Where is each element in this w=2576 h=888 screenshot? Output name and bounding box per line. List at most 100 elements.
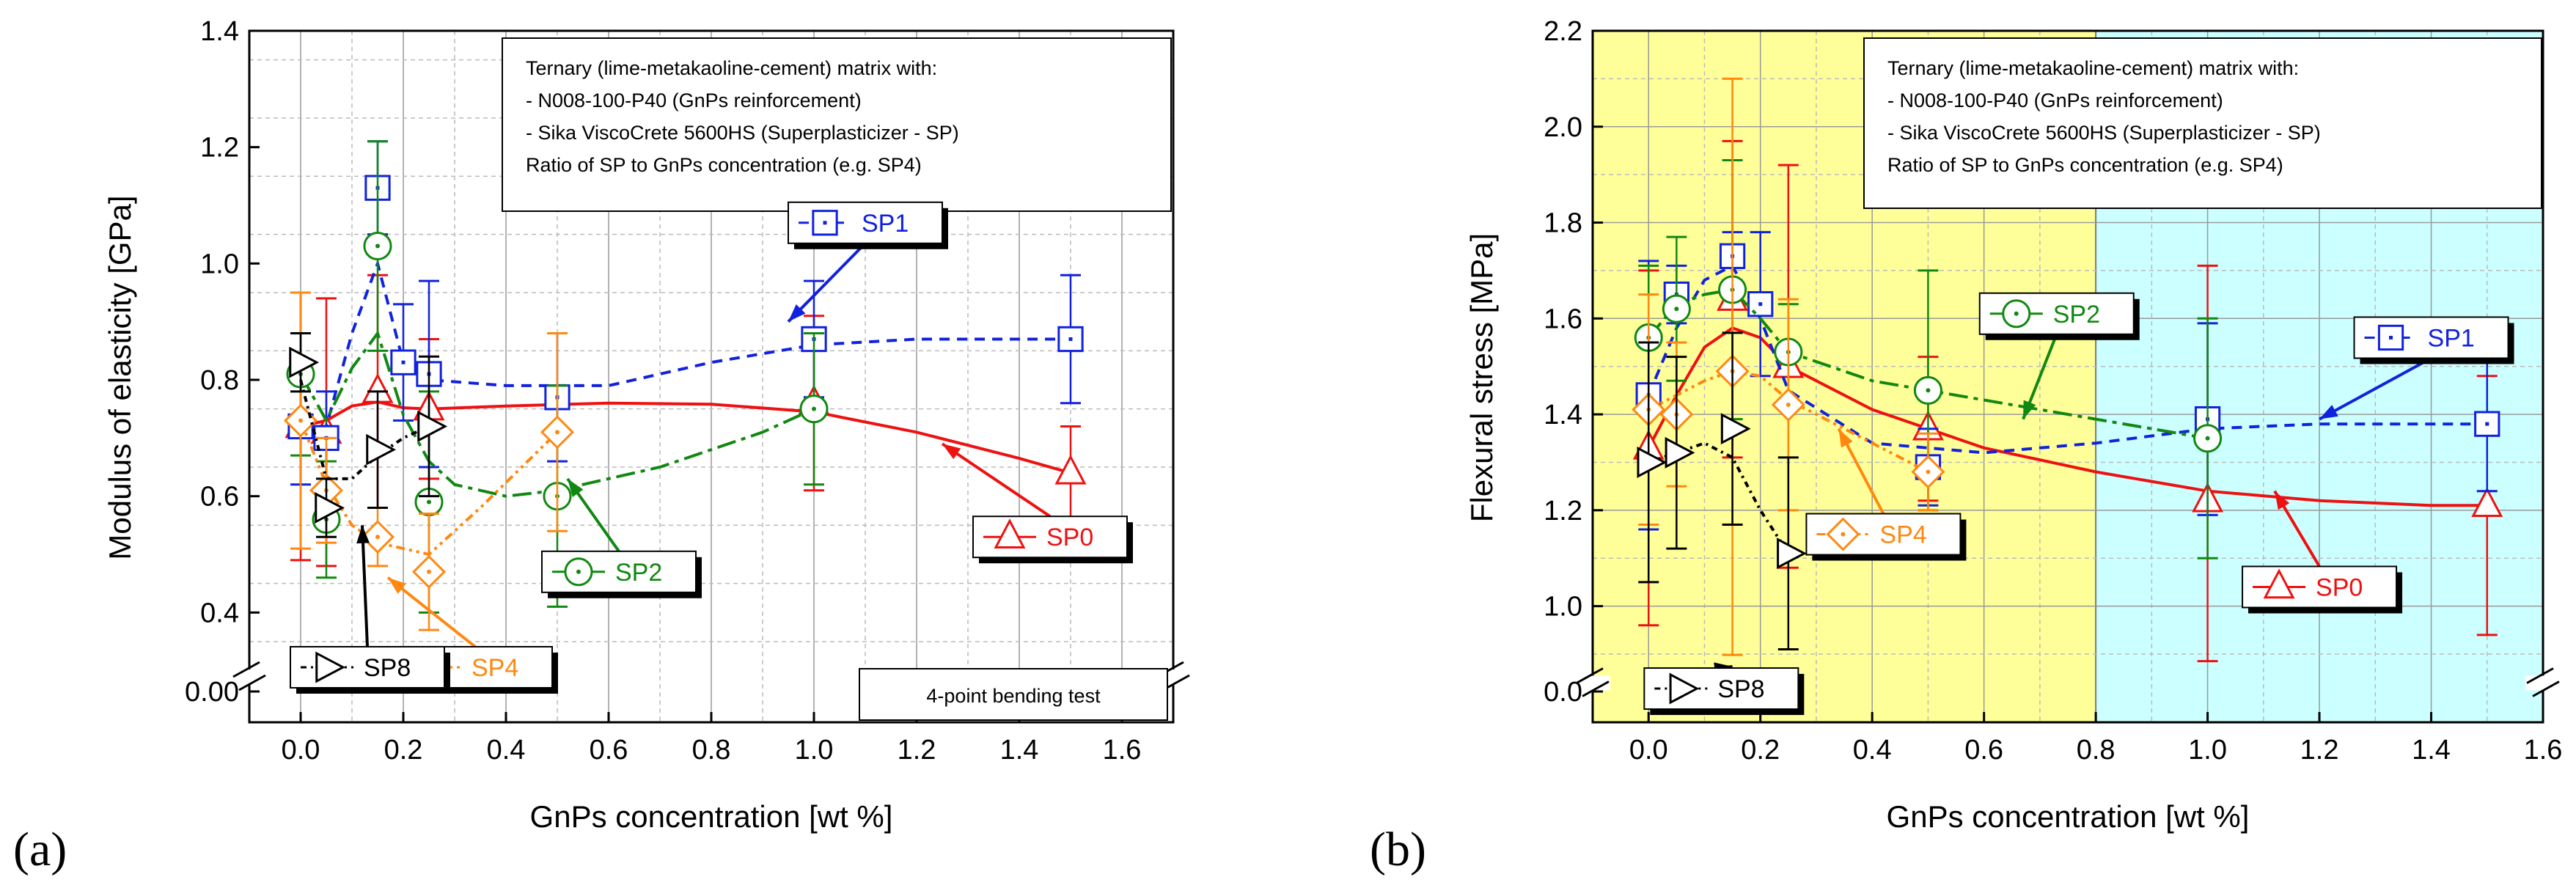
- series-SP8: SP8: [1637, 331, 1807, 716]
- y-tick-label: 1.6: [1544, 304, 1582, 334]
- data-point-SP2-dot: [812, 406, 816, 411]
- fit-curve-SP8: [299, 379, 430, 480]
- label-marker-SP2-dot: [576, 569, 581, 574]
- series-label-SP4: SP4: [471, 654, 518, 682]
- legend-note-line: Ratio of SP to GnPs concentration (e.g. …: [1887, 154, 2283, 176]
- label-arrow-SP4: [386, 576, 477, 648]
- y-axis-label: Modulus of elasticity [GPa]: [103, 195, 137, 559]
- label-marker-SP8: [315, 651, 346, 683]
- data-point-SP8: [417, 410, 448, 442]
- y-tick-label: 2.0: [1544, 112, 1582, 143]
- series-label-SP0: SP0: [1046, 524, 1093, 551]
- x-tick-label: 1.4: [1000, 735, 1039, 766]
- axis-break-mark-0b: [1582, 680, 1610, 697]
- data-point-SP8: [1665, 436, 1695, 469]
- legend-note-line: Ternary (lime-metakaoline-cement) matrix…: [1887, 57, 2299, 79]
- y-tick-label: 0.8: [200, 365, 239, 396]
- x-tick-label: 0.6: [590, 735, 628, 766]
- data-point-SP8: [1777, 537, 1807, 570]
- axis-break-mark-1b: [2532, 680, 2560, 697]
- y-tick-label: 1.2: [200, 133, 239, 164]
- label-arrow-SP1: [787, 242, 867, 323]
- x-tick-label: 1.4: [2412, 735, 2451, 766]
- series-SP8: SP8: [289, 332, 450, 694]
- label-marker-SP0: [994, 518, 1026, 548]
- axis-break-mark-1a: [2526, 667, 2554, 684]
- x-tick-label: 1.6: [1103, 735, 1142, 766]
- x-axis-label: GnPs concentration [wt %]: [1887, 799, 2250, 834]
- data-point-SP2-dot: [1674, 307, 1679, 312]
- fit-curve-SP0: [300, 400, 1071, 474]
- axis-break-mark-0a: [232, 661, 260, 678]
- panel-label-a: (a): [13, 823, 67, 876]
- axis-break-mark-0b: [238, 674, 266, 691]
- label-marker-SP0: [2263, 568, 2295, 599]
- data-point-SP1-dot: [1068, 337, 1073, 341]
- x-tick-label: 1.0: [2188, 735, 2227, 766]
- data-point-SP8: [1637, 446, 1667, 478]
- x-tick-label: 0.0: [1629, 735, 1668, 766]
- series-label-SP4: SP4: [1879, 521, 1926, 549]
- series-label-SP1: SP1: [2428, 324, 2475, 352]
- series-label-SP8: SP8: [1717, 675, 1764, 703]
- label-arrow-SP0: [941, 442, 1052, 518]
- label-marker-SP2-dot: [2014, 311, 2019, 316]
- series-label-SP2: SP2: [615, 559, 662, 587]
- test-label-box: [859, 668, 1168, 721]
- label-arrowhead-SP2: [568, 478, 584, 497]
- legend-note-line: - Sika ViscoCrete 5600HS (Superplasticiz…: [526, 122, 959, 144]
- legend-note-line: - N008-100-P40 (GnPs reinforcement): [526, 89, 862, 111]
- data-point-SP1-dot: [401, 360, 406, 364]
- y-tick-label: 1.0: [200, 249, 239, 279]
- x-tick-label: 0.6: [1964, 735, 2003, 766]
- label-marker-SP1: [2377, 324, 2404, 351]
- x-tick-label: 1.2: [2300, 735, 2339, 766]
- label-arrowhead-SP8: [356, 525, 370, 544]
- y-tick-label: 1.4: [200, 16, 239, 47]
- data-point-SP8: [366, 433, 397, 466]
- label-arrowhead-SP0: [942, 444, 961, 460]
- test-label: 4-point bending test: [926, 685, 1101, 707]
- x-tick-label: 0.4: [487, 735, 526, 766]
- legend-note-line: Ternary (lime-metakaoline-cement) matrix…: [526, 57, 937, 79]
- x-tick-label: 1.0: [795, 735, 834, 766]
- x-tick-label: 0.2: [1741, 735, 1780, 766]
- panel-label-b: (b): [1370, 823, 1426, 876]
- series-SP2: SP2: [286, 140, 829, 614]
- data-point-SP8: [289, 346, 320, 378]
- axis-break-mark-0a: [1576, 667, 1604, 684]
- x-tick-label: 0.8: [692, 735, 731, 766]
- data-point-SP4-dot: [427, 569, 431, 574]
- y-tick-label: 1.4: [1544, 400, 1582, 430]
- data-point-SP8: [315, 492, 345, 524]
- x-tick-label: 0.2: [384, 735, 423, 766]
- label-arrow-SP1: [2319, 356, 2432, 421]
- x-tick-label: 1.2: [898, 735, 936, 766]
- x-tick-label: 1.6: [2524, 735, 2563, 766]
- x-axis-label: GnPs concentration [wt %]: [530, 799, 893, 834]
- data-point-SP2-dot: [1926, 388, 1931, 393]
- data-point-SP0: [1054, 454, 1087, 485]
- x-tick-label: 0.8: [2077, 735, 2116, 766]
- label-marker-SP1-dot: [2389, 335, 2393, 340]
- y-tick-label: 0.4: [200, 598, 239, 628]
- y-tick-label: 1.8: [1544, 208, 1582, 239]
- data-point-SP1-dot: [2485, 422, 2489, 426]
- chart-panel-b: 0.0 0.2 0.4 0.6 0.8 1.0 1.2 1.4 1.6 0.0 1.0 1.2 1.4 1…: [1464, 16, 2562, 834]
- y-axis-label: Flexural stress [MPa]: [1464, 233, 1499, 522]
- label-arrowhead-SP4: [388, 577, 406, 594]
- legend-note-box: [1863, 37, 2542, 209]
- fit-curve-SP1: [301, 258, 1071, 428]
- data-point-SP2-dot: [375, 243, 380, 249]
- x-tick-label: 0.0: [282, 735, 320, 766]
- chart-panel-a: 0.0 0.2 0.4 0.6 0.8 1.0 1.2 1.4 1.6 0.00 0.4 0.6 0.8…: [103, 16, 1191, 834]
- data-point-SP4-dot: [1926, 469, 1931, 474]
- label-marker-SP1-dot: [823, 221, 827, 225]
- series-label-SP2: SP2: [2053, 301, 2100, 329]
- fit-curve-SP0: [1647, 326, 2487, 507]
- data-point-SP4-dot: [1786, 403, 1791, 407]
- y-tick-label: 0.0: [1544, 677, 1582, 708]
- label-arrowhead-SP4: [1838, 428, 1853, 448]
- label-marker-SP4-dot: [1841, 532, 1846, 537]
